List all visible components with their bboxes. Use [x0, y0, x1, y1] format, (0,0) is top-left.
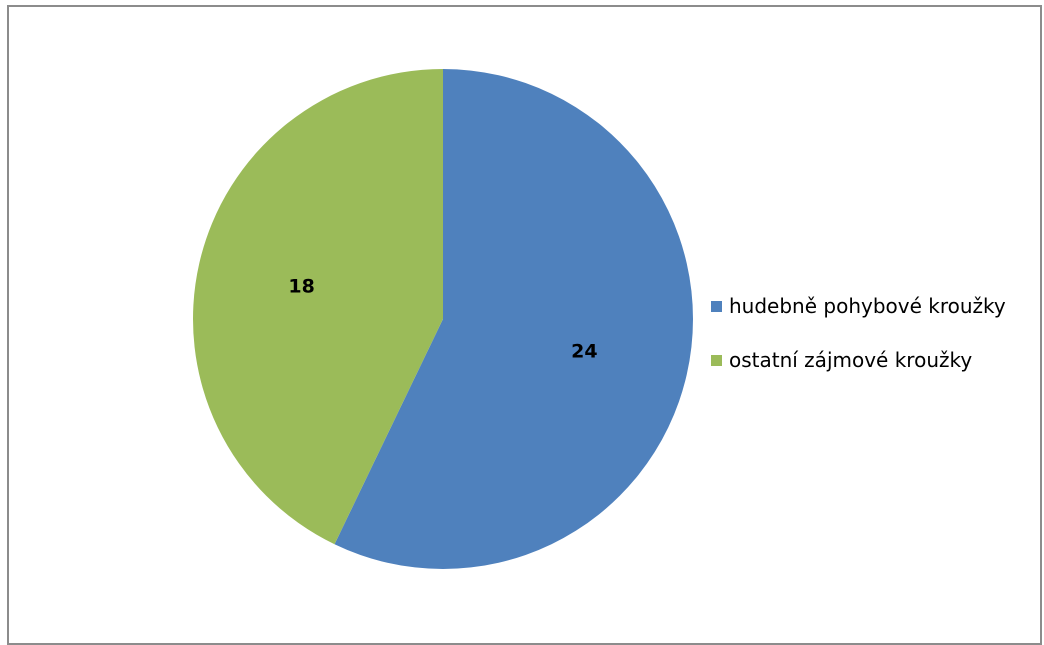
data-label: 18: [288, 276, 314, 298]
legend-label: ostatní zájmové kroužky: [729, 348, 973, 372]
legend-swatch: [711, 354, 722, 366]
pie-slice: [193, 69, 443, 545]
pie-slice: [334, 69, 694, 569]
pie-data-labels: 24 18: [288, 276, 597, 363]
legend-swatch: [711, 300, 722, 312]
pie-slices: [193, 69, 694, 569]
legend-item: ostatní zájmové kroužky: [711, 347, 1006, 373]
chart-frame: 24 18 hudebně pohybové kroužky ostatní zá…: [7, 5, 1042, 645]
data-label: 24: [571, 340, 597, 362]
legend: hudebně pohybové kroužky ostatní zájmové…: [711, 293, 1006, 401]
legend-label: hudebně pohybové kroužky: [729, 294, 1006, 318]
legend-item: hudebně pohybové kroužky: [711, 293, 1006, 319]
pie-chart: 24 18: [193, 69, 694, 569]
